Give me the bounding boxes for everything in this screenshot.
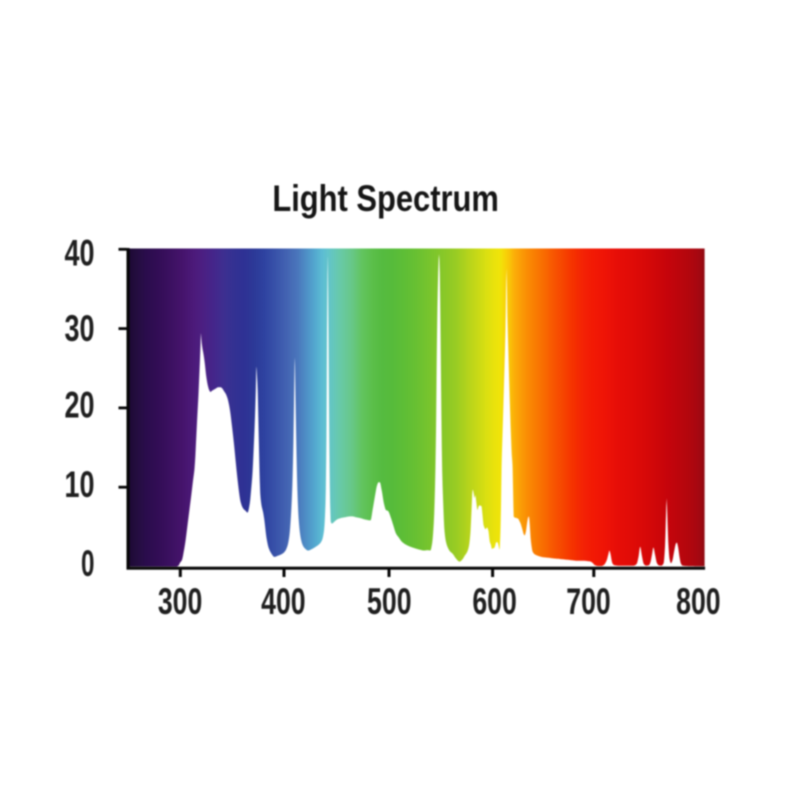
svg-text:10: 10: [65, 463, 95, 505]
svg-text:300: 300: [158, 580, 203, 622]
svg-text:40: 40: [65, 232, 95, 274]
svg-text:400: 400: [261, 580, 306, 622]
svg-text:0: 0: [81, 542, 95, 584]
svg-text:700: 700: [566, 580, 611, 622]
svg-text:20: 20: [65, 384, 95, 426]
svg-text:800: 800: [676, 580, 721, 622]
svg-text:Light Spectrum: Light Spectrum: [272, 178, 499, 219]
svg-text:600: 600: [472, 580, 517, 622]
svg-text:500: 500: [367, 580, 412, 622]
svg-text:30: 30: [65, 307, 95, 349]
